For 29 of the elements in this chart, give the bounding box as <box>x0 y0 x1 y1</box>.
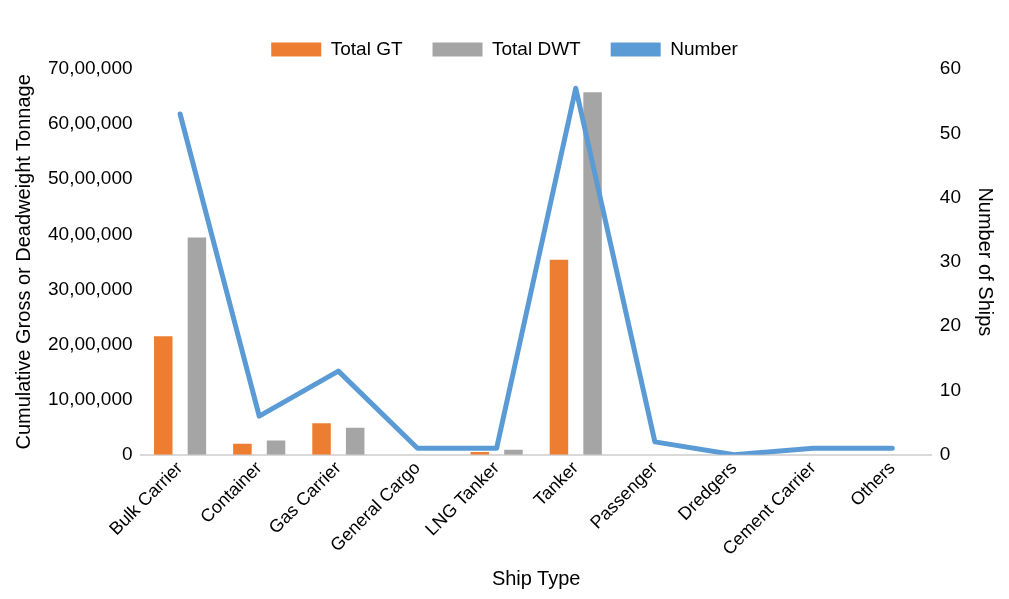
bar <box>312 423 331 455</box>
y2-tick-label: 60 <box>939 57 962 79</box>
bar <box>154 336 173 455</box>
y-tick-label: 0 <box>121 442 133 464</box>
legend-label: Number <box>670 37 739 59</box>
y2-tick-label: 40 <box>939 185 962 207</box>
legend-label: Total GT <box>330 37 403 59</box>
y2-tick-label: 20 <box>939 314 962 336</box>
y-axis-title: Cumulative Gross or Deadweight Tonnage <box>11 74 34 450</box>
y-tick-label: 70,00,000 <box>47 57 133 79</box>
y-tick-label: 40,00,000 <box>47 222 133 244</box>
bar <box>549 259 569 455</box>
bar <box>233 443 252 455</box>
y2-tick-label: 10 <box>939 378 962 400</box>
bar <box>266 440 286 455</box>
legend-label: Total DWT <box>492 37 582 59</box>
bar <box>583 92 602 455</box>
y2-tick-label: 50 <box>939 121 962 143</box>
y2-tick-label: 30 <box>939 250 962 272</box>
y-tick-label: 50,00,000 <box>47 167 133 189</box>
x-axis-title: Ship Type <box>491 566 581 589</box>
y-tick-label: 30,00,000 <box>47 277 133 299</box>
bar <box>345 427 365 455</box>
y2-tick-label: 0 <box>939 442 951 464</box>
y2-axis-title: Number of Ships <box>975 187 998 337</box>
y-tick-label: 10,00,000 <box>47 387 133 409</box>
y-tick-label: 60,00,000 <box>47 112 133 134</box>
bar <box>187 237 207 455</box>
y-tick-label: 20,00,000 <box>47 332 133 354</box>
